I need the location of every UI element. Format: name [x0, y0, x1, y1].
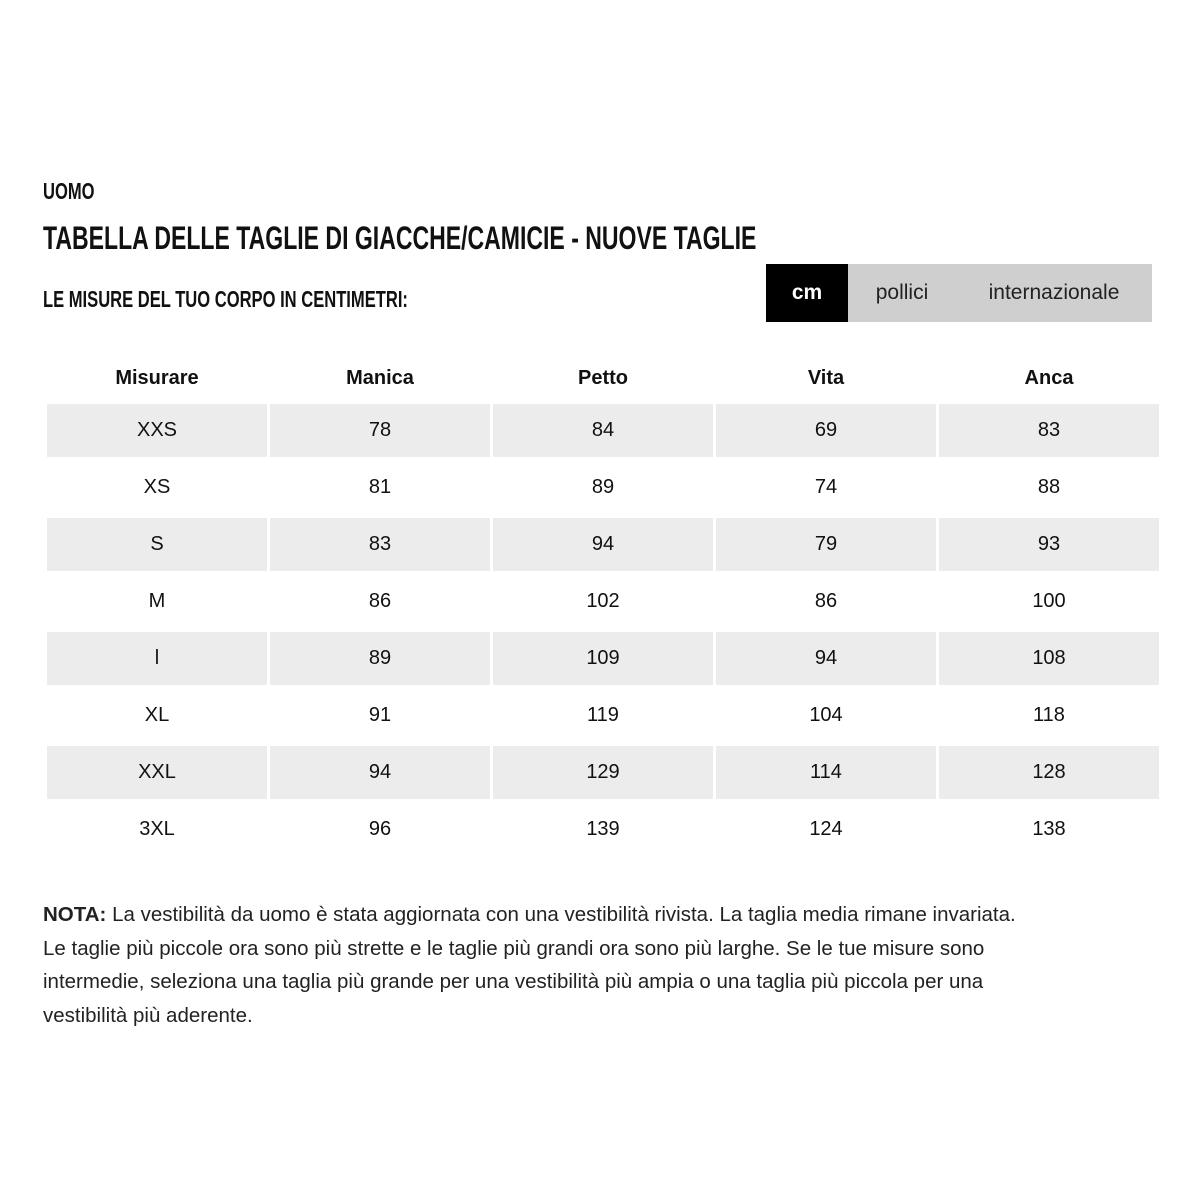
measurement-cell: 114: [716, 746, 936, 803]
measurement-cell: 79: [716, 518, 936, 575]
measurement-cell: 84: [493, 404, 713, 461]
header-vita: Vita: [807, 366, 845, 389]
header-manica: Manica: [346, 366, 414, 389]
section-label: UOMO: [43, 178, 115, 205]
measurement-cell: 74: [716, 461, 936, 518]
measurement-cell: 91: [270, 689, 490, 746]
table-row: M 86 102 86 100: [47, 575, 1159, 632]
measurement-cell: 86: [270, 575, 490, 632]
unit-tab-internazionale[interactable]: internazionale: [988, 281, 1120, 304]
measurement-cell: 81: [270, 461, 490, 518]
measurement-cell: 94: [716, 632, 936, 689]
header-anca: Anca: [1024, 366, 1074, 389]
table-row: XXS 78 84 69 83: [47, 404, 1159, 461]
measurement-cell: 96: [270, 803, 490, 860]
header-misurare: Misurare: [115, 366, 199, 389]
unit-tab-pollici[interactable]: pollici: [875, 281, 929, 304]
subtitle-text: LE MISURE DEL TUO CORPO IN CENTIMETRI:: [43, 286, 408, 312]
note-label: NOTA:: [43, 903, 107, 926]
measurement-cell: 104: [716, 689, 936, 746]
measurement-cell: 124: [716, 803, 936, 860]
unit-toggle: cm pollici internazionale: [766, 264, 1152, 322]
measurement-cell: 78: [270, 404, 490, 461]
page-title: TABELLA DELLE TAGLIE DI GIACCHE/CAMICIE …: [43, 220, 1034, 257]
measurement-cell: 128: [939, 746, 1159, 803]
measurement-cell: 109: [493, 632, 713, 689]
unit-tab-cm[interactable]: cm: [766, 264, 848, 322]
section-text: UOMO: [43, 178, 95, 204]
table-row: 3XL 96 139 124 138: [47, 803, 1159, 860]
table-header-row: Misurare Manica Petto Vita Anca: [47, 352, 1159, 404]
size-cell: 3XL: [47, 803, 267, 860]
measurement-cell: 94: [493, 518, 713, 575]
size-cell: M: [47, 575, 267, 632]
measurement-cell: 118: [939, 689, 1159, 746]
measurement-cell: 69: [716, 404, 936, 461]
size-cell: S: [47, 518, 267, 575]
measurement-cell: 93: [939, 518, 1159, 575]
measurement-cell: 139: [493, 803, 713, 860]
measurement-subtitle: LE MISURE DEL TUO CORPO IN CENTIMETRI:: [43, 286, 550, 313]
size-cell: XXL: [47, 746, 267, 803]
measurement-cell: 88: [939, 461, 1159, 518]
note-text: La vestibilità da uomo è stata aggiornat…: [43, 903, 1016, 1027]
measurement-cell: 83: [939, 404, 1159, 461]
table-row: XL 91 119 104 118: [47, 689, 1159, 746]
measurement-cell: 86: [716, 575, 936, 632]
measurement-cell: 129: [493, 746, 713, 803]
size-cell: XS: [47, 461, 267, 518]
measurement-cell: 100: [939, 575, 1159, 632]
title-text: TABELLA DELLE TAGLIE DI GIACCHE/CAMICIE …: [43, 220, 757, 256]
measurement-cell: 102: [493, 575, 713, 632]
measurement-cell: 83: [270, 518, 490, 575]
note: NOTA: La vestibilità da uomo è stata agg…: [43, 898, 1023, 1032]
table-row: XS 81 89 74 88: [47, 461, 1159, 518]
measurement-cell: 89: [493, 461, 713, 518]
measurement-cell: 138: [939, 803, 1159, 860]
measurement-cell: 94: [270, 746, 490, 803]
size-cell: XXS: [47, 404, 267, 461]
header-petto: Petto: [578, 366, 628, 389]
table-row: l 89 109 94 108: [47, 632, 1159, 689]
table-row: S 83 94 79 93: [47, 518, 1159, 575]
size-cell: XL: [47, 689, 267, 746]
measurement-cell: 119: [493, 689, 713, 746]
measurement-cell: 89: [270, 632, 490, 689]
table-row: XXL 94 129 114 128: [47, 746, 1159, 803]
size-table: Misurare Manica Petto Vita Anca XXS 78 84 6…: [44, 352, 1162, 860]
measurement-cell: 108: [939, 632, 1159, 689]
size-cell: l: [47, 632, 267, 689]
